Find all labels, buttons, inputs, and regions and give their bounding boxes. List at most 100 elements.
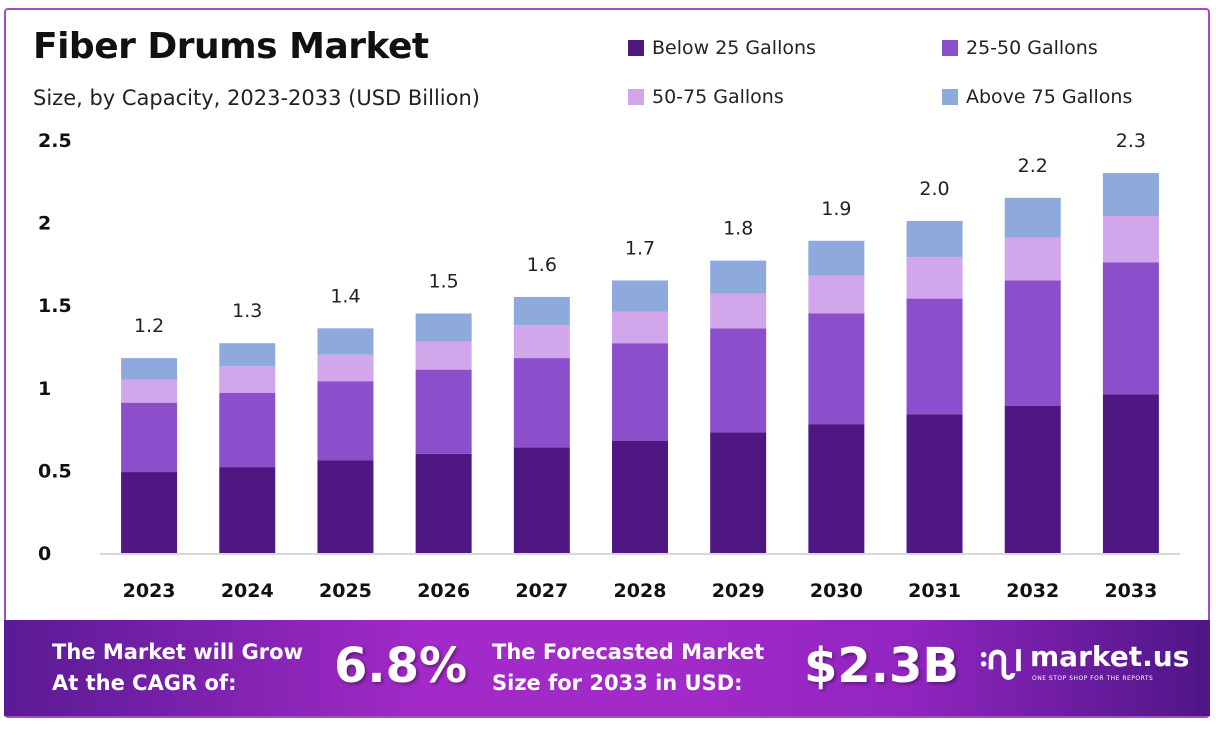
x-tick-label: 2031 xyxy=(908,580,961,602)
chart-subtitle: Size, by Capacity, 2023-2033 (USD Billio… xyxy=(33,86,480,110)
marketus-logo-icon xyxy=(980,649,1021,680)
bar-segment-2026-1 xyxy=(415,369,472,454)
cagr-value: 6.8% xyxy=(334,638,468,694)
bar-segment-2031-3 xyxy=(906,220,963,258)
x-tick-label: 2033 xyxy=(1104,580,1157,602)
marketus-logo: market.us ONE STOP SHOP FOR THE REPORTS xyxy=(980,640,1189,684)
legend-swatch xyxy=(628,89,644,105)
total-label: 1.6 xyxy=(527,254,557,276)
y-tick-label: 0 xyxy=(38,543,51,565)
bar-segment-2033-3 xyxy=(1102,173,1159,216)
legend-item-above-75: Above 75 Gallons xyxy=(942,86,1132,108)
legend-label: Below 25 Gallons xyxy=(652,37,816,59)
bar-segment-2027-2 xyxy=(513,325,570,359)
total-label: 2.2 xyxy=(1018,155,1048,177)
cagr-label-line2: At the CAGR of: xyxy=(52,671,237,695)
bar-segment-2030-1 xyxy=(808,313,865,425)
legend-swatch xyxy=(628,40,644,56)
bar-segment-2023-3 xyxy=(121,358,178,380)
logo-tagline: ONE STOP SHOP FOR THE REPORTS xyxy=(1032,675,1154,682)
legend-item-below-25: Below 25 Gallons xyxy=(628,37,816,59)
forecast-label-line2: Size for 2033 in USD: xyxy=(492,671,743,695)
chart-title: Fiber Drums Market xyxy=(33,26,429,67)
bar-segment-2027-3 xyxy=(513,296,570,326)
bar-segment-2029-0 xyxy=(710,432,767,553)
bar-segment-2023-1 xyxy=(121,402,178,473)
legend-swatch xyxy=(942,89,958,105)
legend-item-50-75: 50-75 Gallons xyxy=(628,86,784,108)
total-label: 1.7 xyxy=(625,237,655,259)
x-tick-label: 2029 xyxy=(712,580,765,602)
bar-segment-2027-0 xyxy=(513,447,570,553)
bar-segment-2024-1 xyxy=(219,392,276,468)
x-tick-label: 2032 xyxy=(1006,580,1059,602)
bar-segment-2025-0 xyxy=(317,460,374,553)
bar-segment-2029-3 xyxy=(710,260,767,294)
bar-segment-2023-2 xyxy=(121,379,178,403)
x-tick-label: 2028 xyxy=(614,580,667,602)
legend-label: 50-75 Gallons xyxy=(652,86,784,108)
bar-segment-2032-1 xyxy=(1004,280,1061,406)
bar-segment-2028-0 xyxy=(612,440,668,553)
bar-segment-2031-2 xyxy=(906,257,963,299)
forecast-label-line1: The Forecasted Market xyxy=(492,640,765,664)
cagr-label-line1: The Market will Grow xyxy=(52,640,303,664)
bar-segment-2031-0 xyxy=(906,414,963,553)
x-tick-label: 2025 xyxy=(319,580,372,602)
total-label: 1.3 xyxy=(232,300,262,322)
bar-segment-2026-2 xyxy=(415,341,472,370)
bar-segment-2028-2 xyxy=(612,311,668,344)
y-tick-label: 2 xyxy=(38,213,51,235)
x-tick-label: 2030 xyxy=(810,580,863,602)
total-label: 1.2 xyxy=(134,315,164,337)
bar-segment-2025-1 xyxy=(317,381,374,461)
forecast-value: $2.3B xyxy=(804,638,960,694)
chart-frame xyxy=(4,8,1210,718)
bar-segment-2030-2 xyxy=(808,275,865,314)
bar-segment-2026-0 xyxy=(415,453,472,553)
legend-swatch xyxy=(942,40,958,56)
bar-segment-2033-2 xyxy=(1102,215,1159,263)
bar-segment-2024-2 xyxy=(219,366,276,393)
bar-segment-2030-0 xyxy=(808,424,865,553)
bar-segment-2033-0 xyxy=(1102,394,1159,553)
x-tick-label: 2027 xyxy=(515,580,568,602)
x-tick-label: 2026 xyxy=(417,580,470,602)
total-label: 1.4 xyxy=(330,285,360,307)
legend-label: 25-50 Gallons xyxy=(966,37,1098,59)
bar-segment-2032-0 xyxy=(1004,405,1061,553)
total-label: 1.8 xyxy=(723,218,753,240)
x-tick-label: 2024 xyxy=(221,580,274,602)
bar-segment-2025-2 xyxy=(317,354,374,382)
legend-label: Above 75 Gallons xyxy=(966,86,1133,108)
y-tick-label: 0.5 xyxy=(38,460,72,482)
bar-segment-2024-0 xyxy=(219,467,276,553)
bar-segment-2033-1 xyxy=(1102,262,1159,395)
bar-segment-2028-3 xyxy=(612,280,668,312)
bar-segment-2027-1 xyxy=(513,358,570,448)
x-tick-label: 2023 xyxy=(123,580,176,602)
total-label: 2.0 xyxy=(919,178,949,200)
bar-segment-2023-0 xyxy=(121,472,178,553)
y-tick-label: 1.5 xyxy=(38,295,72,317)
bar-segment-2025-3 xyxy=(317,328,374,355)
stacked-bar-chart: 0 0.5 1 1.5 2 2.5 1.2 2023 1.3 2024 1.4 2025 1.5 2026… xyxy=(38,130,1180,602)
footer-banner: The Market will Grow At the CAGR of: 6.8… xyxy=(4,620,1210,716)
bar-segment-2032-2 xyxy=(1004,237,1061,281)
bar-segment-2028-1 xyxy=(612,343,668,441)
bar-segment-2032-3 xyxy=(1004,197,1061,238)
bar-segment-2029-1 xyxy=(710,328,767,433)
bar-segment-2026-3 xyxy=(415,313,472,342)
legend-item-25-50: 25-50 Gallons xyxy=(942,37,1098,59)
total-label: 2.3 xyxy=(1116,130,1146,152)
total-label: 1.5 xyxy=(429,270,459,292)
forecast-label: The Forecasted Market Size for 2033 in U… xyxy=(492,637,764,699)
y-tick-label: 1 xyxy=(38,378,51,400)
bar-segment-2030-3 xyxy=(808,240,865,276)
logo-name: market.us xyxy=(1030,640,1190,673)
total-label: 1.9 xyxy=(821,198,851,220)
cagr-label: The Market will Grow At the CAGR of: xyxy=(52,637,303,699)
y-tick-label: 2.5 xyxy=(38,130,72,152)
bar-segment-2029-2 xyxy=(710,293,767,329)
bar-segment-2031-1 xyxy=(906,298,963,415)
